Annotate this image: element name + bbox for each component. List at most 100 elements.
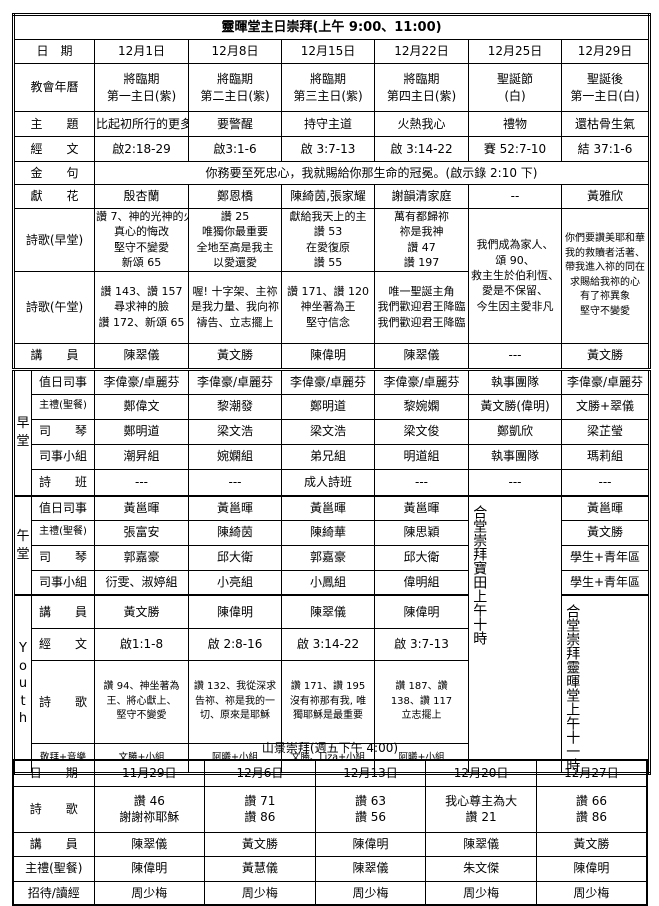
table-cell: 陳翠儀 <box>93 831 206 857</box>
table-cell: 文勝+翠儀 <box>561 393 650 420</box>
table-cell: 黃邕暉 <box>94 495 189 521</box>
table-cell: 黃雅欣 <box>561 184 650 209</box>
cell-line: 讚 46 <box>133 793 165 808</box>
table-cell: 喔! 十字架、主祢 是我力量、我向祢 禱告、立志擺上 <box>188 270 282 344</box>
table-cell: 梁文浩 <box>281 418 375 445</box>
row-label: 金 句 <box>13 161 95 185</box>
table-cell: 讚 187、讚 138、讚 117 立志擺上 <box>374 659 469 745</box>
table-cell: 黃文勝 <box>561 519 650 546</box>
table-cell: --- <box>188 468 282 497</box>
table-cell: 12月1日 <box>94 39 189 64</box>
cell-line: 有了祢異象 <box>580 291 630 303</box>
table-cell: 黃文勝 <box>188 342 282 370</box>
table-cell: 將臨期 第三主日(紫) <box>281 63 375 112</box>
cell-line: 讚 63 <box>354 793 387 808</box>
table-cell: 陳偉明 <box>188 594 282 630</box>
table-cell: 黃文勝 <box>94 594 189 630</box>
row-label: 獻 花 <box>13 184 95 209</box>
table-cell: 12月20日 <box>425 759 537 787</box>
cell-line: 祢是我神 <box>399 225 444 239</box>
table-cell: 李偉豪/卓麗芬 <box>94 367 189 395</box>
early-service-row: 主禮(聖餐) 鄭偉文 黎潮發 鄭明道 黎婉嫻 黃文勝(偉明) 文勝+翠儀 <box>14 393 650 420</box>
table-cell: 讚 63 讚 56 <box>314 785 427 833</box>
cell-line: 我們歡迎君王降臨 <box>377 315 466 329</box>
table-cell: --- <box>374 468 469 497</box>
table-cell: 邱大衛 <box>374 544 469 571</box>
table-cell: 鄭明道 <box>94 418 189 445</box>
table-cell: 周少梅 <box>93 880 206 906</box>
table-cell: 讚 25 唯獨你最重要 全地至高是我主 以愛還愛 <box>188 208 282 272</box>
table-cell: 李偉豪/卓麗芬 <box>281 367 375 395</box>
table-cell: 陳翠儀 <box>374 342 469 370</box>
late-service-row: 司 琴郭嘉豪 邱大衛 郭嘉豪 邱大衛 學生+青年區 <box>14 544 650 571</box>
table-cell: 周少梅 <box>535 880 648 906</box>
golden-verse-text: 你務要至死忠心，我就賜給你那生命的冠冕。(啟示錄 2:10 下) <box>94 161 650 185</box>
early-service-row: 司事小組 潮昇組 婉嫻組 弟兄組 明道組 執事團隊 瑪莉組 <box>14 443 650 470</box>
early-service-row: 司 琴鄭明道 梁文浩 梁文浩 梁文俊 鄭凱欣 梁芷瑩 <box>14 418 650 445</box>
row-label: 日 期 <box>13 39 95 64</box>
cell-line: 讚 25 <box>220 210 250 223</box>
table-cell: 要警醒 <box>188 111 282 137</box>
section-label-char: t <box>20 693 26 709</box>
cell-line: 將臨期 <box>403 72 440 87</box>
table-cell: 12月27日 <box>535 759 648 787</box>
table-cell: 鄭偉文 <box>94 393 189 420</box>
table-cell: 讚 143、讚 157 尋求神的臉讚 172、新頌 65 <box>94 270 189 344</box>
table-cell: -- <box>468 184 562 209</box>
table-cell: 陳翠儀 <box>94 342 189 370</box>
cell-line: 堅守不變愛 <box>116 710 167 722</box>
cell-line: 138、讚 117 <box>390 695 453 707</box>
table-cell: 12月25日 <box>468 39 562 64</box>
mountain-worship-table: 日 期 11月29日 12月6日 12月13日 12月20日 12月27日詩 歌 讚 46 謝… <box>12 759 648 906</box>
officiant-row: 主禮(聖餐) 陳偉明 黃慧儀 陳翠儀 朱文傑 陳偉明 <box>12 855 648 882</box>
table-cell: 持守主道 <box>281 111 375 137</box>
cell-line: 讚 143、讚 157 <box>100 284 183 298</box>
table-cell: 陳翠儀 <box>314 855 427 882</box>
row-label: 詩 歌 <box>31 659 95 745</box>
section-label-char: 堂 <box>16 546 30 562</box>
golden-verse-row: 金 句你務要至死忠心，我就賜給你那生命的冠冕。(啟示錄 2:10 下) <box>13 161 650 185</box>
table-cell: 婉嫻組 <box>188 443 282 470</box>
cell-line: 萬有都歸祢 <box>394 210 449 223</box>
row-label: 講 員 <box>12 831 95 857</box>
row-label: 日 期 <box>12 759 95 787</box>
table-cell: 郭嘉豪 <box>281 544 375 571</box>
row-label: 司 琴 <box>31 418 95 445</box>
cell-line: 讚 172、新頌 65 <box>98 315 185 329</box>
cell-line: 獨耶穌是最重要 <box>293 710 363 722</box>
table-cell: 將臨期 第二主日(紫) <box>188 63 282 112</box>
cell-line: 全地至高是我主 <box>196 240 274 254</box>
table-cell: 讚 66 讚 86 <box>535 785 648 833</box>
table-cell: 黃邕暉 <box>374 495 469 521</box>
cell-line: 上午十時 <box>471 589 488 646</box>
table-cell: 陳偉明 <box>281 342 375 370</box>
table-cell: 啟 3:14-22 <box>281 628 375 661</box>
row-label: 招待/讀經 <box>12 880 95 906</box>
table-cell: 黃邕暉 <box>561 495 650 521</box>
table-cell: 鄭明道 <box>281 393 375 420</box>
table-cell: 梁芷瑩 <box>561 418 650 445</box>
table-cell: 張富安 <box>94 519 189 546</box>
section-label: 午堂 <box>13 495 32 596</box>
cell-line: 讚 55 <box>313 256 343 270</box>
table-cell: 學生+青年區 <box>561 544 650 571</box>
table-cell: 啟2:18-29 <box>94 136 189 162</box>
hymns-late-row: 詩歌(午堂) 讚 143、讚 157 尋求神的臉讚 172、新頌 65 喔! 十字架、… <box>13 270 650 344</box>
cell-line: 堅守信念 <box>306 315 350 329</box>
row-label: 司事小組 <box>31 569 95 596</box>
table-cell: 李偉豪/卓麗芬 <box>561 367 650 395</box>
table-cell: 瑪莉組 <box>561 443 650 470</box>
row-label: 司事小組 <box>31 443 95 470</box>
cell-line: 第一主日(紫) <box>106 88 177 103</box>
row-label: 經 文 <box>31 628 95 661</box>
table-cell: 啟 3:7-13 <box>281 136 375 162</box>
cell-line: 王、將心獻上、 <box>106 695 177 707</box>
table-cell: 陳偉明 <box>314 831 427 857</box>
table-cell: 啟 3:7-13 <box>374 628 469 661</box>
row-label: 主禮(聖餐) <box>31 519 95 546</box>
cell-line: 讚 171、讚 195 <box>290 681 366 693</box>
table-cell: 結 37:1-6 <box>561 136 650 162</box>
table-cell: 小亮組 <box>188 569 282 596</box>
cell-line: 尋求神的臉 <box>114 300 169 314</box>
cell-line: 獻給我天上的主 <box>289 210 367 223</box>
